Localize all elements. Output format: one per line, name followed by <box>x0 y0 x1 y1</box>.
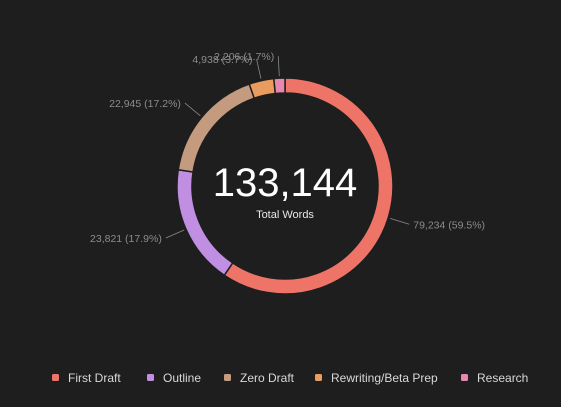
legend-item-research[interactable]: Research <box>461 371 528 385</box>
slice-label-outline: 23,821 (17.9%) <box>90 233 162 245</box>
legend-item-zero-draft[interactable]: Zero Draft <box>224 371 295 385</box>
slice-label-zero-draft: 22,945 (17.2%) <box>109 98 181 110</box>
leader-line-rewriting-beta-prep <box>256 59 262 79</box>
center-total-label: Total Words <box>256 209 314 221</box>
slice-zero-draft <box>177 83 256 173</box>
legend-swatch-zero-draft <box>224 374 231 381</box>
legend-swatch-rewriting-beta-prep <box>315 374 322 381</box>
center-total-value: 133,144 <box>213 161 358 205</box>
legend-label-rewriting-beta-prep: Rewriting/Beta Prep <box>331 371 438 385</box>
legend-label-first-draft: First Draft <box>68 371 121 385</box>
slice-label-first-draft: 79,234 (59.5%) <box>413 219 485 231</box>
leader-line-research <box>277 56 280 77</box>
legend-swatch-outline <box>147 374 154 381</box>
slice-label-research: 2,206 (1.7%) <box>214 51 274 63</box>
legend-label-zero-draft: Zero Draft <box>240 371 295 385</box>
legend-label-research: Research <box>477 371 528 385</box>
legend: First Draft Outline Zero Draft Rewriting/Be… <box>52 371 528 385</box>
legend-swatch-first-draft <box>52 374 59 381</box>
leader-line-outline <box>165 229 185 239</box>
leader-line-zero-draft <box>184 102 201 117</box>
legend-label-outline: Outline <box>163 371 201 385</box>
legend-item-first-draft[interactable]: First Draft <box>52 371 121 385</box>
slice-label-rewriting-beta-prep: 4,938 (3.7%) <box>192 54 252 66</box>
slice-labels: 79,234 (59.5%) 23,821 (17.9%) 22,945 (17.2… <box>90 51 485 245</box>
legend-item-rewriting-beta-prep[interactable]: Rewriting/Beta Prep <box>315 371 438 385</box>
donut-slices <box>176 77 394 295</box>
leader-line-first-draft <box>390 217 410 225</box>
slice-research <box>272 77 286 95</box>
legend-item-outline[interactable]: Outline <box>147 371 201 385</box>
leader-lines <box>165 56 410 239</box>
slice-rewriting-beta-prep <box>248 77 277 100</box>
legend-swatch-research <box>461 374 468 381</box>
